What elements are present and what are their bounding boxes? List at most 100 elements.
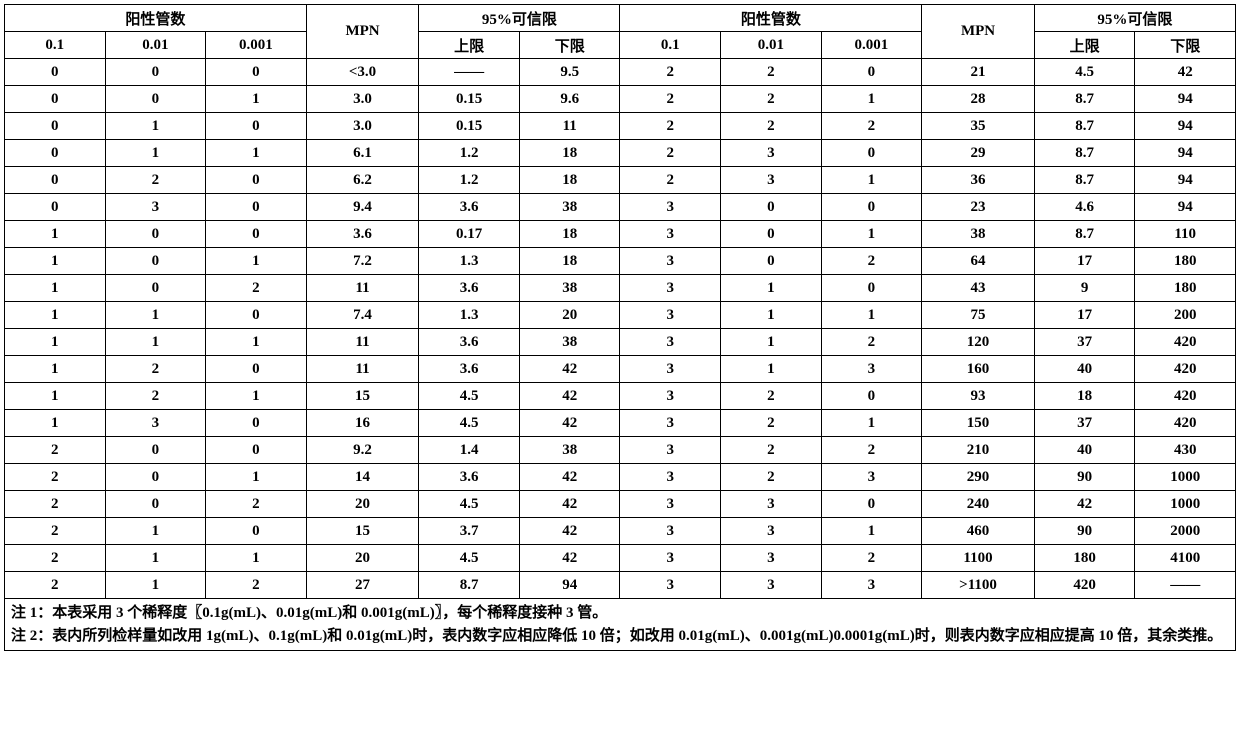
table-cell: 3 <box>821 464 922 491</box>
table-cell: 1 <box>5 221 106 248</box>
table-cell: 3 <box>721 572 822 599</box>
table-cell: 1100 <box>922 545 1035 572</box>
table-row: 201143.642323290901000 <box>5 464 1236 491</box>
table-cell: 9.5 <box>519 59 620 86</box>
header-d3-right: 0.001 <box>821 32 922 59</box>
table-cell: 90 <box>1034 518 1135 545</box>
table-cell: 94 <box>1135 113 1236 140</box>
table-cell: 8.7 <box>1034 167 1135 194</box>
table-cell: 20 <box>306 545 419 572</box>
table-cell: 1.3 <box>419 302 520 329</box>
table-cell: 3 <box>721 518 822 545</box>
table-cell: 2 <box>821 329 922 356</box>
table-cell: 1 <box>5 329 106 356</box>
table-cell: 1 <box>206 140 307 167</box>
table-cell: 420 <box>1135 356 1236 383</box>
table-row: 0116.11.218230298.794 <box>5 140 1236 167</box>
table-cell: 37 <box>1034 329 1135 356</box>
header-lower-left: 下限 <box>519 32 620 59</box>
table-cell: 4.5 <box>419 383 520 410</box>
table-cell: 94 <box>1135 167 1236 194</box>
table-cell: 1 <box>721 356 822 383</box>
table-cell: 93 <box>922 383 1035 410</box>
table-cell: 420 <box>1135 329 1236 356</box>
table-cell: 37 <box>1034 410 1135 437</box>
table-cell: 14 <box>306 464 419 491</box>
header-d3-left: 0.001 <box>206 32 307 59</box>
table-cell: 38 <box>519 437 620 464</box>
table-cell: 1 <box>206 464 307 491</box>
table-cell: 3 <box>821 356 922 383</box>
table-cell: 200 <box>1135 302 1236 329</box>
table-cell: 3.6 <box>419 464 520 491</box>
table-cell: 42 <box>519 464 620 491</box>
table-cell: 20 <box>519 302 620 329</box>
table-row: 202204.542330240421000 <box>5 491 1236 518</box>
table-cell: 21 <box>922 59 1035 86</box>
table-cell: 110 <box>1135 221 1236 248</box>
table-cell: 150 <box>922 410 1035 437</box>
table-row: 1017.21.3183026417180 <box>5 248 1236 275</box>
table-cell: 15 <box>306 518 419 545</box>
table-cell: 8.7 <box>1034 221 1135 248</box>
mpn-table: 阳性管数 MPN 95%可信限 阳性管数 MPN 95%可信限 0.1 0.01… <box>4 4 1236 651</box>
table-cell: 11 <box>306 275 419 302</box>
table-cell: 1 <box>105 545 206 572</box>
table-cell: 1 <box>821 302 922 329</box>
table-cell: 240 <box>922 491 1035 518</box>
table-cell: 2 <box>5 545 106 572</box>
table-cell: 15 <box>306 383 419 410</box>
table-cell: 0 <box>5 86 106 113</box>
table-cell: 1 <box>5 383 106 410</box>
table-row: 2009.21.43832221040430 <box>5 437 1236 464</box>
table-cell: 94 <box>1135 86 1236 113</box>
table-cell: 1 <box>5 410 106 437</box>
table-notes: 注 1：本表采用 3 个稀释度〖0.1g(mL)、0.01g(mL)和 0.00… <box>5 599 1236 651</box>
table-cell: 7.4 <box>306 302 419 329</box>
table-cell: 0 <box>105 59 206 86</box>
table-cell: 1 <box>206 329 307 356</box>
header-mpn-left: MPN <box>306 5 419 59</box>
table-row: 121154.5423209318420 <box>5 383 1236 410</box>
table-cell: 0 <box>105 491 206 518</box>
table-cell: 1 <box>721 275 822 302</box>
table-cell: 0 <box>821 140 922 167</box>
table-cell: 0.15 <box>419 113 520 140</box>
table-cell: 3.7 <box>419 518 520 545</box>
table-cell: 0 <box>105 437 206 464</box>
table-cell: 23 <box>922 194 1035 221</box>
header-mpn-right: MPN <box>922 5 1035 59</box>
header-upper-right: 上限 <box>1034 32 1135 59</box>
table-cell: 42 <box>1034 491 1135 518</box>
table-cell: 3 <box>620 383 721 410</box>
table-cell: 2 <box>206 491 307 518</box>
table-cell: 2 <box>5 518 106 545</box>
header-positive-right: 阳性管数 <box>620 5 922 32</box>
table-row: 102113.638310439180 <box>5 275 1236 302</box>
table-cell: 8.7 <box>1034 86 1135 113</box>
table-row: 120113.64231316040420 <box>5 356 1236 383</box>
table-cell: 20 <box>306 491 419 518</box>
table-cell: 460 <box>922 518 1035 545</box>
table-cell: 3 <box>721 545 822 572</box>
table-cell: 0 <box>821 194 922 221</box>
table-cell: 2 <box>5 491 106 518</box>
table-row: 111113.63831212037420 <box>5 329 1236 356</box>
table-cell: 2 <box>721 113 822 140</box>
table-cell: 3 <box>721 140 822 167</box>
table-cell: 7.2 <box>306 248 419 275</box>
table-cell: 94 <box>1135 140 1236 167</box>
table-cell: 0 <box>206 410 307 437</box>
table-cell: 42 <box>519 491 620 518</box>
table-cell: 0 <box>206 518 307 545</box>
table-cell: 94 <box>519 572 620 599</box>
table-cell: 35 <box>922 113 1035 140</box>
table-cell: 1 <box>821 221 922 248</box>
table-cell: 1 <box>105 140 206 167</box>
table-row: 0206.21.218231368.794 <box>5 167 1236 194</box>
header-upper-left: 上限 <box>419 32 520 59</box>
table-cell: 0.17 <box>419 221 520 248</box>
table-cell: 1.3 <box>419 248 520 275</box>
table-cell: 11 <box>306 356 419 383</box>
table-cell: 1 <box>821 410 922 437</box>
